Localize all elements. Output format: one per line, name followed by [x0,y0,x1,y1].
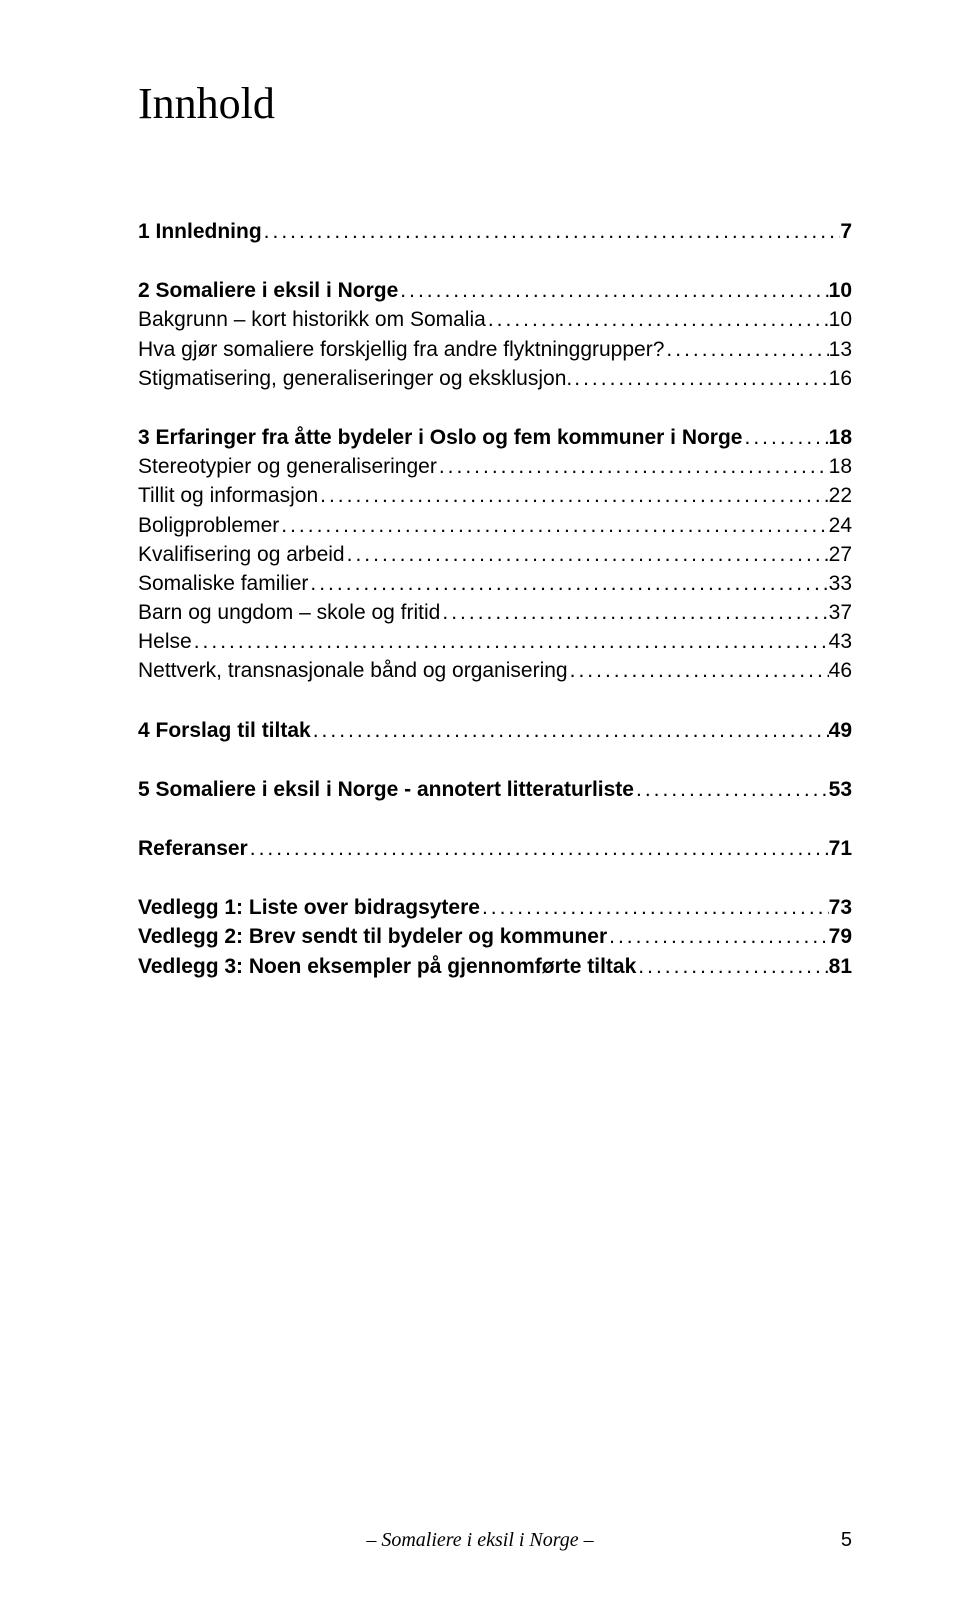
toc-row: 2 Somaliere i eksil i Norge.............… [138,278,852,303]
toc-row: Tillit og informasjon...................… [138,483,852,508]
toc-row: Hva gjør somaliere forskjellig fra andre… [138,337,852,362]
toc-label: Vedlegg 2: Brev sendt til bydeler og kom… [138,924,607,949]
toc-leader-dots: ........................................… [480,895,829,920]
toc-page-number: 53 [829,777,852,802]
toc-page-number: 27 [829,542,852,567]
toc-row: 5 Somaliere i eksil i Norge - annotert l… [138,777,852,802]
toc-page-number: 73 [829,895,852,920]
toc-leader-dots: ........................................… [192,629,829,654]
toc-label: Stigmatisering, generaliseringer og eksk… [138,366,572,391]
toc-leader-dots: ........................................… [308,571,828,596]
toc-page-number: 37 [829,600,852,625]
toc-row: Vedlegg 3: Noen eksempler på gjennomført… [138,954,852,979]
toc-leader-dots: ........................................… [634,777,829,802]
toc-leader-dots: ........................................… [248,836,829,861]
toc-label: Barn og ungdom – skole og fritid [138,600,440,625]
footer-page-number: 5 [841,1529,852,1552]
toc-row: Referanser..............................… [138,836,852,861]
toc-page-number: 81 [829,954,852,979]
toc-row: Barn og ungdom – skole og fritid........… [138,600,852,625]
toc-label: 5 Somaliere i eksil i Norge - annotert l… [138,777,634,802]
toc-label: Referanser [138,836,248,861]
toc-label: Boligproblemer [138,513,279,538]
toc-label: Somaliske familier [138,571,308,596]
toc-gap [138,806,852,836]
toc-gap [138,248,852,278]
toc-row: Boligproblemer..........................… [138,513,852,538]
toc-gap [138,688,852,718]
toc-row: 4 Forslag til tiltak....................… [138,718,852,743]
document-page: Innhold 1 Innledning....................… [0,0,960,1622]
toc-leader-dots: ........................................… [486,307,829,332]
toc-row: Vedlegg 1: Liste over bidragsytere......… [138,895,852,920]
toc-page-number: 46 [829,658,852,683]
toc-row: 3 Erfaringer fra åtte bydeler i Oslo og … [138,425,852,450]
toc-leader-dots: ........................................… [345,542,829,567]
toc-label: Nettverk, transnasjonale bånd og organis… [138,658,568,683]
footer-text: – Somaliere i eksil i Norge – [366,1529,593,1551]
toc-page-number: 18 [829,454,852,479]
toc-leader-dots: ........................................… [437,454,829,479]
toc-page-number: 43 [829,629,852,654]
toc-leader-dots: ........................................… [318,483,829,508]
toc-row: 1 Innledning............................… [138,219,852,244]
toc-leader-dots: ........................................… [279,513,828,538]
toc-label: Kvalifisering og arbeid [138,542,345,567]
toc-page-number: 24 [829,513,852,538]
table-of-contents: 1 Innledning............................… [138,219,852,979]
toc-page-number: 33 [829,571,852,596]
toc-leader-dots: ........................................… [398,278,828,303]
toc-row: Stereotypier og generaliseringer........… [138,454,852,479]
toc-row: Vedlegg 2: Brev sendt til bydeler og kom… [138,924,852,949]
toc-label: Tillit og informasjon [138,483,318,508]
toc-label: Bakgrunn – kort historikk om Somalia [138,307,486,332]
toc-page-number: 10 [829,278,852,303]
toc-page-number: 71 [829,836,852,861]
toc-page-number: 22 [829,483,852,508]
toc-label: Stereotypier og generaliseringer [138,454,437,479]
toc-row: Stigmatisering, generaliseringer og eksk… [138,366,852,391]
toc-leader-dots: ........................................… [311,718,829,743]
page-title: Innhold [138,78,852,129]
toc-row: Bakgrunn – kort historikk om Somalia....… [138,307,852,332]
toc-row: Nettverk, transnasjonale bånd og organis… [138,658,852,683]
toc-leader-dots: ........................................… [572,366,828,391]
toc-leader-dots: ........................................… [262,219,841,244]
toc-leader-dots: ........................................… [664,337,828,362]
toc-leader-dots: ........................................… [636,954,828,979]
toc-page-number: 10 [829,307,852,332]
toc-leader-dots: ........................................… [743,425,829,450]
toc-label: Vedlegg 3: Noen eksempler på gjennomført… [138,954,636,979]
toc-label: 4 Forslag til tiltak [138,718,311,743]
toc-label: Vedlegg 1: Liste over bidragsytere [138,895,480,920]
toc-row: Helse...................................… [138,629,852,654]
toc-leader-dots: ........................................… [568,658,829,683]
page-footer: – Somaliere i eksil i Norge – 5 [0,1529,960,1552]
toc-gap [138,865,852,895]
toc-label: Helse [138,629,192,654]
toc-page-number: 18 [829,425,852,450]
toc-page-number: 16 [829,366,852,391]
toc-label: 3 Erfaringer fra åtte bydeler i Oslo og … [138,425,743,450]
toc-leader-dots: ........................................… [607,924,829,949]
toc-row: Kvalifisering og arbeid.................… [138,542,852,567]
toc-row: Somaliske familier......................… [138,571,852,596]
toc-page-number: 79 [829,924,852,949]
toc-label: Hva gjør somaliere forskjellig fra andre… [138,337,664,362]
toc-page-number: 7 [840,219,852,244]
toc-gap [138,395,852,425]
toc-leader-dots: ........................................… [440,600,828,625]
toc-label: 2 Somaliere i eksil i Norge [138,278,398,303]
toc-gap [138,747,852,777]
toc-label: 1 Innledning [138,219,262,244]
toc-page-number: 49 [829,718,852,743]
toc-page-number: 13 [829,337,852,362]
